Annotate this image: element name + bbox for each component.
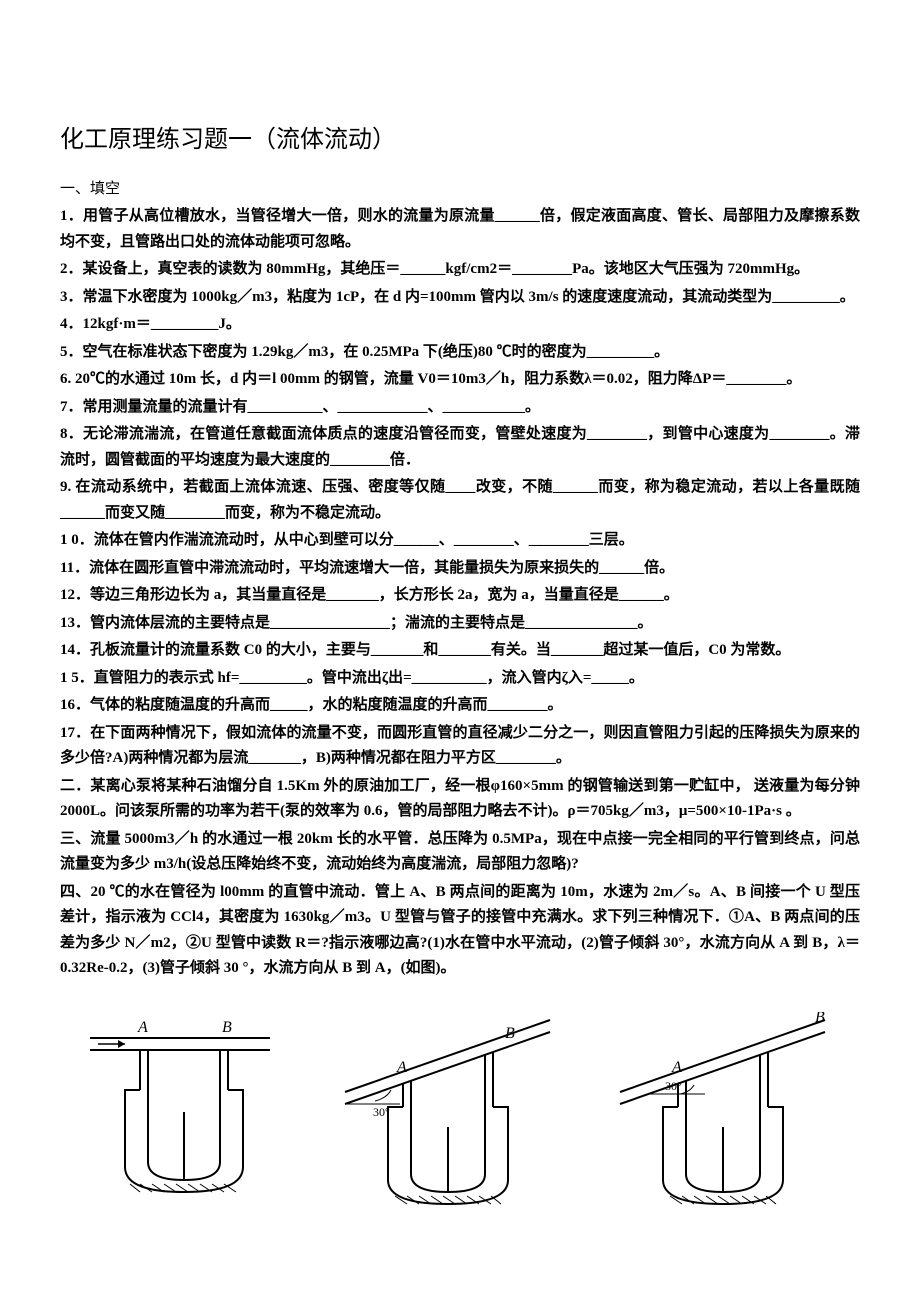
question-four: 四、20 ℃的水在管径为 l00mm 的直管中流动．管上 A、B 两点间的距离为…	[60, 880, 860, 982]
figure-2-inclined-ab: A B 30°	[315, 1012, 575, 1222]
figure-1-label-a: A	[137, 1019, 148, 1036]
figure-3-inclined-ba: A B 30°	[590, 1012, 850, 1222]
figure-2-label-a: A	[396, 1059, 407, 1076]
figure-1-horizontal: A B	[70, 1012, 300, 1222]
figure-3-angle: 30°	[665, 1079, 682, 1093]
question-8: 8．无论滞流湍流，在管道任意截面流体质点的速度沿管径而变，管壁处速度为_____…	[60, 422, 860, 473]
document-title: 化工原理练习题一（流体流动）	[60, 120, 860, 161]
question-17: 17．在下面两种情况下，假如流体的流量不变，而圆形直管的直径减少二分之一，则因直…	[60, 721, 860, 772]
question-15: 1 5．直管阻力的表示式 hf=_________。管中流出ζ出=_______…	[60, 666, 860, 692]
question-3: 3．常温下水密度为 1000kg／m3，粘度为 1cP，在 d 内=100mm …	[60, 285, 860, 311]
question-11: 11．流体在圆形直管中滞流流动时，平均流速增大一倍，其能量损失为原来损失的___…	[60, 556, 860, 582]
figure-2-label-b: B	[505, 1025, 515, 1042]
question-three: 三、流量 5000m3／h 的水通过一根 20km 长的水平管．总压降为 0.5…	[60, 827, 860, 878]
question-12: 12．等边三角形边长为 a，其当量直径是_______，长方形长 2a，宽为 a…	[60, 583, 860, 609]
question-5: 5．空气在标准状态下密度为 1.29kg／m3，在 0.25MPa 下(绝压)8…	[60, 340, 860, 366]
question-6: 6. 20℃的水通过 10m 长，d 内＝l 00mm 的钢管，流量 V0＝10…	[60, 367, 860, 393]
question-13: 13．管内流体层流的主要特点是________________；湍流的主要特点是…	[60, 611, 860, 637]
question-14: 14．孔板流量计的流量系数 C0 的大小，主要与_______和_______有…	[60, 638, 860, 664]
question-2: 2．某设备上，真空表的读数为 80mmHg，其绝压＝______kgf/cm2＝…	[60, 257, 860, 283]
question-7: 7．常用测量流量的流量计有__________、____________、___…	[60, 395, 860, 421]
question-4: 4．12kgf·m＝_________J。	[60, 312, 860, 338]
figure-3-label-b: B	[815, 1012, 825, 1026]
question-9: 9. 在流动系统中，若截面上流体流速、压强、密度等仅随____改变，不随____…	[60, 475, 860, 526]
question-1: 1．用管子从高位槽放水，当管径增大一倍，则水的流量为原流量______倍，假定液…	[60, 204, 860, 255]
question-10: 1 0．流体在管内作湍流流动时，从中心到壁可以分______、________、…	[60, 528, 860, 554]
question-two: 二．某离心泵将某种石油馏分自 1.5Km 外的原油加工厂，经一根φ160×5mm…	[60, 774, 860, 825]
figure-2-angle: 30°	[373, 1105, 390, 1119]
section-1-header: 一、填空	[60, 177, 860, 203]
figure-1-label-b: B	[222, 1019, 232, 1036]
figure-3-label-a: A	[671, 1059, 682, 1076]
question-16: 16．气体的粘度随温度的升高而_____，水的粘度随温度的升高而________…	[60, 693, 860, 719]
figures-container: A B	[60, 1012, 860, 1222]
